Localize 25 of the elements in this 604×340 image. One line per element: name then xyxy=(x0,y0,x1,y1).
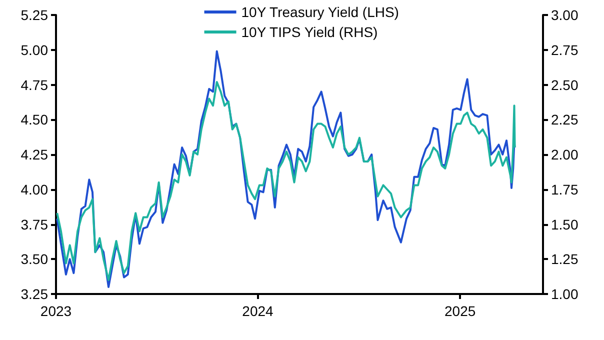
y2-tick-label: 2.25 xyxy=(551,112,578,128)
y-tick-label: 4.75 xyxy=(20,76,48,93)
legend-label: 10Y TIPS Yield (RHS) xyxy=(241,24,378,40)
y-tick-label: 3.25 xyxy=(20,286,48,302)
y-tick-label: 3.75 xyxy=(20,216,48,232)
y2-tick-label: 3.00 xyxy=(551,7,578,23)
y2-tick-label: 1.75 xyxy=(551,181,578,198)
y-tick-label: 4.25 xyxy=(20,146,48,162)
y2-tick-label: 2.00 xyxy=(551,146,578,162)
y-tick-label: 3.50 xyxy=(20,251,48,268)
x-tick-label: 2023 xyxy=(40,303,72,319)
y2-tick-label: 1.25 xyxy=(551,251,578,268)
y-tick-label: 4.00 xyxy=(20,181,48,198)
y2-tick-label: 1.50 xyxy=(551,216,578,232)
line-series xyxy=(56,80,516,282)
y2-tick-label: 2.75 xyxy=(551,42,578,58)
y-tick-label: 5.25 xyxy=(20,7,48,23)
x-tick-label: 2025 xyxy=(444,303,476,319)
y-tick-label: 5.00 xyxy=(20,42,48,58)
legend-label: 10Y Treasury Yield (LHS) xyxy=(241,4,399,20)
y2-tick-label: 2.50 xyxy=(551,76,578,93)
x-tick-label: 2024 xyxy=(242,303,274,319)
y-tick-label: 4.50 xyxy=(20,112,48,128)
y2-tick-label: 1.00 xyxy=(551,286,578,302)
line-series xyxy=(56,50,516,288)
